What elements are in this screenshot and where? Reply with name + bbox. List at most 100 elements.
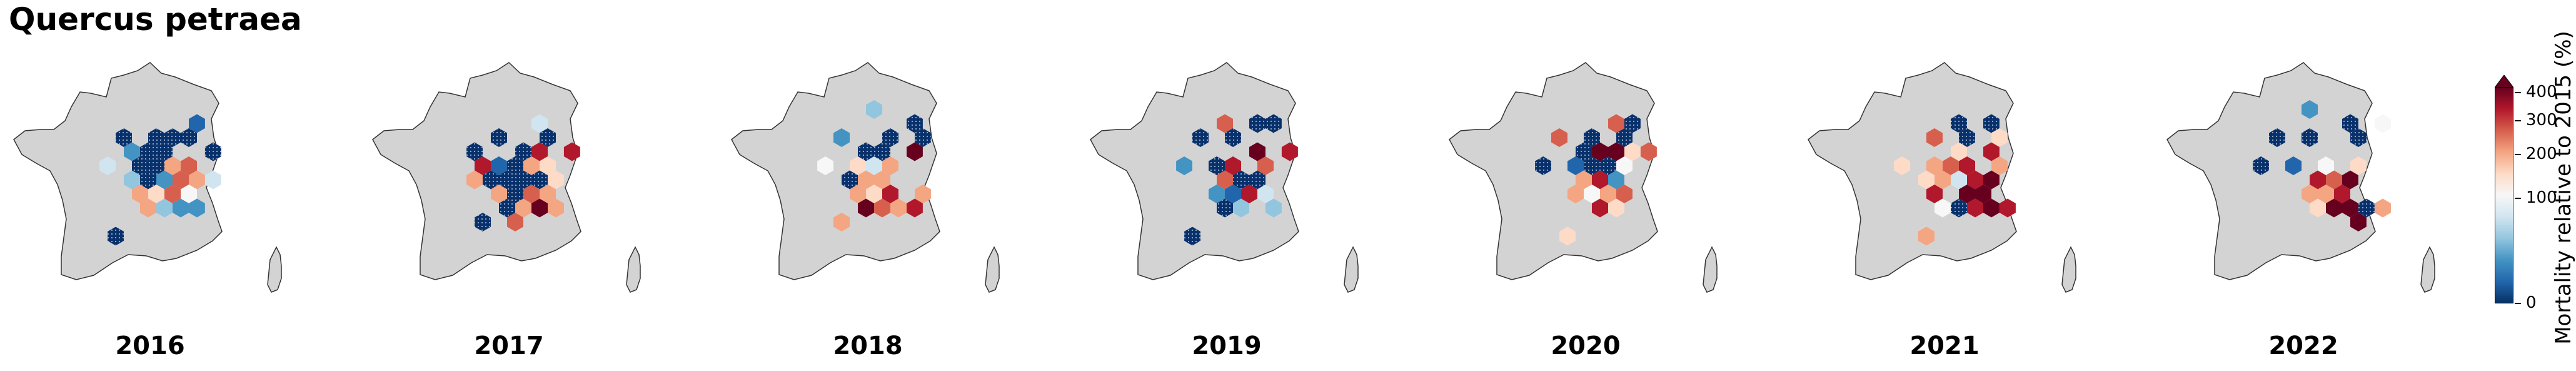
colorbar-tick-label: 400	[2526, 83, 2557, 102]
corsica-outline	[2061, 246, 2076, 293]
hex-cell	[817, 156, 833, 175]
hex-cell	[1592, 198, 1608, 218]
hex-cell	[1616, 185, 1633, 203]
hex-cell	[466, 170, 483, 190]
hex-cell-hatch	[507, 156, 523, 175]
hex-cell	[1567, 185, 1584, 203]
hex-cell-hatch	[1584, 128, 1600, 147]
colorbar-label: Mortality relative to 2015 (%)	[2551, 31, 2576, 345]
hex-cell	[140, 198, 156, 218]
hex-cell	[866, 156, 882, 175]
hex-cell-hatch	[2358, 198, 2375, 218]
hex-cell	[1983, 170, 2000, 190]
hex-cell	[475, 156, 491, 175]
hex-cell	[1608, 142, 1624, 161]
hex-cell	[515, 198, 531, 218]
hex-cell	[1983, 198, 2000, 218]
hex-cell	[1959, 185, 1975, 203]
hex-cell	[1559, 226, 1576, 246]
map-panel-2021	[1807, 59, 2082, 310]
hex-cell	[531, 198, 548, 218]
hex-cell	[1967, 170, 1983, 190]
hex-cell	[866, 185, 882, 203]
hex-cell	[915, 185, 931, 203]
hex-cell	[1608, 170, 1624, 190]
hex-cell	[2318, 185, 2334, 203]
corsica-outline	[267, 246, 282, 293]
hex-cell	[540, 185, 556, 203]
hex-cell-hatch	[204, 142, 221, 161]
hex-cell-hatch	[915, 128, 931, 147]
colorbar-extend-arrow	[2494, 74, 2514, 88]
hex-cell-hatch	[475, 213, 491, 231]
hex-cell	[1983, 142, 2000, 161]
hex-cell-hatch	[108, 226, 124, 246]
hex-cell-hatch	[882, 128, 898, 147]
france-map	[731, 62, 1000, 293]
hex-cell	[1951, 170, 1967, 190]
hex-cell	[858, 198, 874, 218]
panel-year-label: 2019	[1192, 332, 1262, 360]
hex-cell-hatch	[842, 170, 858, 190]
hex-cell-hatch	[1233, 170, 1249, 190]
hex-cell	[548, 198, 564, 218]
hex-cell	[882, 185, 898, 203]
hex-cell	[890, 198, 907, 218]
map-panel-2017	[371, 59, 647, 310]
hex-cell	[2350, 213, 2367, 231]
hex-cell	[1943, 156, 1959, 175]
hex-cell	[1918, 170, 1935, 190]
hex-cell	[882, 156, 898, 175]
hex-cell	[1935, 198, 1951, 218]
hex-cell	[1624, 142, 1641, 161]
hex-cell-hatch	[148, 128, 164, 147]
hex-cell	[1567, 156, 1584, 175]
hex-cell-hatch	[515, 142, 531, 161]
hex-cell	[1217, 114, 1233, 133]
corsica-outline	[985, 246, 1000, 293]
hex-cell	[156, 198, 173, 218]
hex-cell	[1975, 185, 1991, 203]
hex-cell	[858, 170, 874, 190]
hex-cell	[173, 198, 189, 218]
colorbar-tick-mark	[2515, 92, 2521, 94]
hex-cell	[2285, 156, 2302, 175]
hex-cell-hatch	[1600, 156, 1616, 175]
hex-cell-hatch	[1983, 114, 2000, 133]
hex-cell	[1257, 156, 1274, 175]
hex-cell	[833, 128, 850, 147]
hex-cell-hatch	[907, 114, 923, 133]
colorbar-tick-label: 300	[2526, 111, 2557, 130]
hex-cell	[1951, 142, 1967, 161]
hex-cell-hatch	[858, 142, 874, 161]
corsica-outline	[2420, 246, 2435, 293]
corsica-outline	[626, 246, 641, 293]
hex-cell	[531, 114, 548, 133]
hex-cell	[132, 185, 148, 203]
hex-cell	[148, 185, 164, 203]
hex-cell-hatch	[515, 170, 531, 190]
hex-cell	[1600, 185, 1616, 203]
hex-cell	[124, 170, 140, 190]
hex-cell-hatch	[140, 170, 156, 190]
hex-cell	[189, 170, 205, 190]
hex-cell	[2334, 185, 2350, 203]
hex-cell	[2326, 198, 2342, 218]
hex-cell	[2302, 185, 2318, 203]
hex-cell-hatch	[1535, 156, 1551, 175]
hex-cell	[1176, 156, 1192, 175]
hex-cell-hatch	[1225, 128, 1241, 147]
france-map	[13, 62, 282, 293]
hex-cell	[2310, 198, 2326, 218]
hex-cell	[164, 156, 181, 175]
hex-cell	[124, 142, 140, 161]
hex-cell	[1225, 156, 1241, 175]
hex-cell	[1894, 156, 1910, 175]
colorbar-tick-mark	[2515, 197, 2521, 199]
hex-cell-hatch	[540, 128, 556, 147]
colorbar	[2494, 74, 2514, 304]
hex-cell	[874, 170, 890, 190]
hex-cell	[1616, 156, 1633, 175]
france-outline	[1808, 62, 2017, 280]
hex-cell-hatch	[2253, 156, 2269, 175]
